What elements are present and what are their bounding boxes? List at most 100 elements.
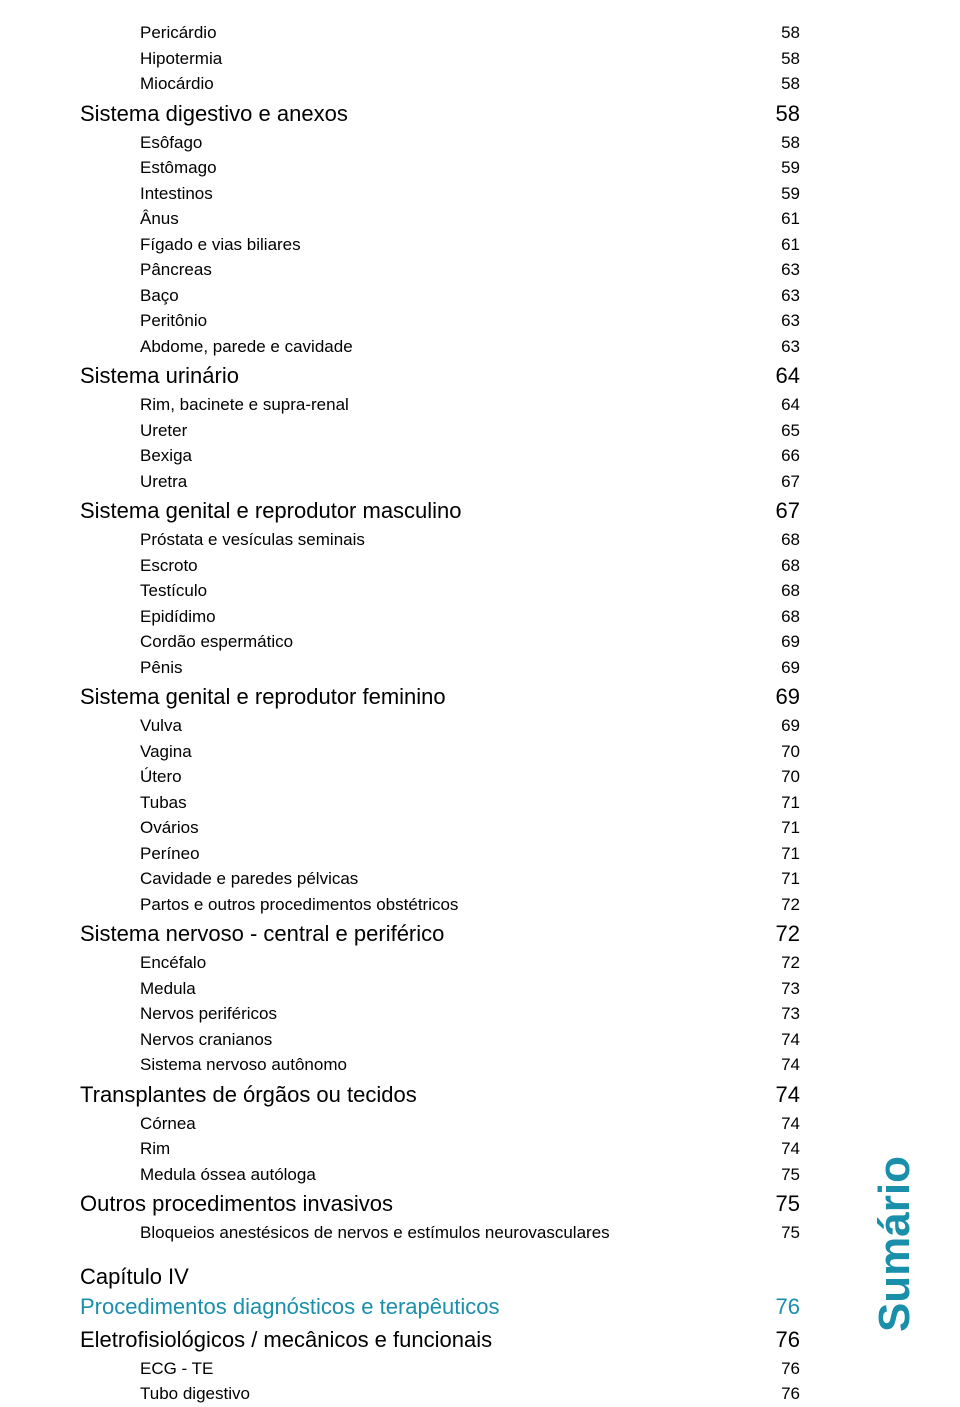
toc-entry-title: Próstata e vesículas seminais (140, 527, 365, 553)
toc-entry-title: Baço (140, 283, 179, 309)
toc-entry-title: Miocárdio (140, 71, 214, 97)
toc-row: Bexiga66 (140, 443, 800, 469)
toc-entry-title: Sistema genital e reprodutor feminino (80, 680, 446, 713)
toc-entry-page: 73 (781, 976, 800, 1002)
toc-row: Pericárdio58 (140, 20, 800, 46)
toc-entry-title: Pênis (140, 655, 183, 681)
toc-entry-title: Intestinos (140, 181, 213, 207)
toc-row: Miocárdio58 (140, 71, 800, 97)
toc-entry-title: Cordão espermático (140, 629, 293, 655)
toc-row: Tubas 71 (140, 790, 800, 816)
toc-entry-page: 76 (781, 1381, 800, 1407)
toc-entry-page: 67 (776, 494, 800, 527)
toc-entry-title: Peritônio (140, 308, 207, 334)
toc-entry-page: 71 (781, 866, 800, 892)
toc-row: Bloqueios anestésicos de nervos e estímu… (140, 1220, 800, 1246)
toc-entry-title: Partos e outros procedimentos obstétrico… (140, 892, 458, 918)
toc-row: Partos e outros procedimentos obstétrico… (140, 892, 800, 918)
toc-entry-page: 74 (776, 1078, 800, 1111)
toc-entry-title: Sistema nervoso autônomo (140, 1052, 347, 1078)
toc-row: Fígado e vias biliares61 (140, 232, 800, 258)
toc-entry-title: Rim (140, 1136, 170, 1162)
toc-row: ECG - TE 76 (140, 1356, 800, 1382)
toc-entry-title: ECG - TE (140, 1356, 213, 1382)
toc-entry-page: 72 (781, 950, 800, 976)
toc-entry-title: Hipotermia (140, 46, 222, 72)
toc-entry-page: 64 (781, 392, 800, 418)
toc-row: Tubo digestivo76 (140, 1381, 800, 1407)
toc-row: Sistema urinário64 (80, 359, 800, 392)
toc-entry-page: 65 (781, 418, 800, 444)
toc-entry-page: 68 (781, 527, 800, 553)
toc-entry-title: Sistema urinário (80, 359, 239, 392)
toc-row: Pênis 69 (140, 655, 800, 681)
toc-entry-page: 58 (781, 46, 800, 72)
toc-entry-page: 75 (776, 1187, 800, 1220)
toc-row: Nervos periféricos73 (140, 1001, 800, 1027)
toc-row: Cavidade e paredes pélvicas 71 (140, 866, 800, 892)
toc-entry-title: Medula (140, 976, 196, 1002)
toc-entry-title: Pâncreas (140, 257, 212, 283)
toc-entry-page: 74 (781, 1111, 800, 1137)
toc-row: Próstata e vesículas seminais 68 (140, 527, 800, 553)
toc-row: Procedimentos diagnósticos e terapêutico… (80, 1290, 800, 1323)
toc-entry-page: 68 (781, 604, 800, 630)
toc-row: Ânus61 (140, 206, 800, 232)
toc-entry-page: 61 (781, 232, 800, 258)
toc-row: Ovários71 (140, 815, 800, 841)
side-label-sumario: Sumário (870, 1156, 920, 1332)
toc-row: Cordão espermático69 (140, 629, 800, 655)
toc-entry-title: Eletrofisiológicos / mecânicos e funcion… (80, 1323, 492, 1356)
toc-row: Útero70 (140, 764, 800, 790)
toc-entry-page: 72 (781, 892, 800, 918)
toc-row: Outros procedimentos invasivos75 (80, 1187, 800, 1220)
chapter-label: Capítulo IV (80, 1264, 800, 1290)
toc-row: Transplantes de órgãos ou tecidos74 (80, 1078, 800, 1111)
toc-entry-page: 74 (781, 1027, 800, 1053)
toc-entry-page: 71 (781, 815, 800, 841)
toc-entry-page: 71 (781, 790, 800, 816)
toc-row: Encéfalo72 (140, 950, 800, 976)
toc-entry-title: Sistema digestivo e anexos (80, 97, 348, 130)
toc-entry-title: Vulva (140, 713, 182, 739)
toc-entry-page: 61 (781, 206, 800, 232)
toc-entry-page: 76 (781, 1356, 800, 1382)
toc-row: Vagina 70 (140, 739, 800, 765)
toc-entry-title: Vagina (140, 739, 192, 765)
toc-row: Sistema genital e reprodutor masculino67 (80, 494, 800, 527)
toc-row: Vulva 69 (140, 713, 800, 739)
toc-entry-page: 68 (781, 578, 800, 604)
toc-entry-title: Procedimentos diagnósticos e terapêutico… (80, 1290, 499, 1323)
toc-row: Sistema nervoso - central e periférico72 (80, 917, 800, 950)
toc-entry-title: Testículo (140, 578, 207, 604)
toc-entry-title: Rim, bacinete e supra-renal (140, 392, 349, 418)
toc-row: Baço 63 (140, 283, 800, 309)
toc-entry-page: 70 (781, 764, 800, 790)
toc-row: Sistema genital e reprodutor feminino 69 (80, 680, 800, 713)
toc-entry-page: 69 (781, 655, 800, 681)
toc-entry-title: Abdome, parede e cavidade (140, 334, 353, 360)
toc-entry-title: Escroto (140, 553, 198, 579)
toc-entry-title: Períneo (140, 841, 200, 867)
toc-entry-title: Cavidade e paredes pélvicas (140, 866, 358, 892)
toc-entry-title: Ureter (140, 418, 187, 444)
toc-entry-page: 63 (781, 334, 800, 360)
toc-entry-title: Córnea (140, 1111, 196, 1137)
toc-entry-title: Nervos periféricos (140, 1001, 277, 1027)
toc-entry-title: Bloqueios anestésicos de nervos e estímu… (140, 1220, 610, 1246)
toc-entry-page: 63 (781, 308, 800, 334)
toc-entry-page: 74 (781, 1052, 800, 1078)
toc-entry-title: Esôfago (140, 130, 202, 156)
toc-entry-page: 75 (781, 1220, 800, 1246)
toc-entry-page: 70 (781, 739, 800, 765)
toc-entry-page: 69 (781, 713, 800, 739)
toc-row: Esôfago58 (140, 130, 800, 156)
toc-entry-page: 69 (776, 680, 800, 713)
toc-entry-page: 66 (781, 443, 800, 469)
toc-entry-title: Medula óssea autóloga (140, 1162, 316, 1188)
toc-row: Eletrofisiológicos / mecânicos e funcion… (80, 1323, 800, 1356)
toc-entry-title: Tubas (140, 790, 187, 816)
toc-row: Medula 73 (140, 976, 800, 1002)
toc-entry-page: 63 (781, 283, 800, 309)
toc-entry-page: 68 (781, 553, 800, 579)
